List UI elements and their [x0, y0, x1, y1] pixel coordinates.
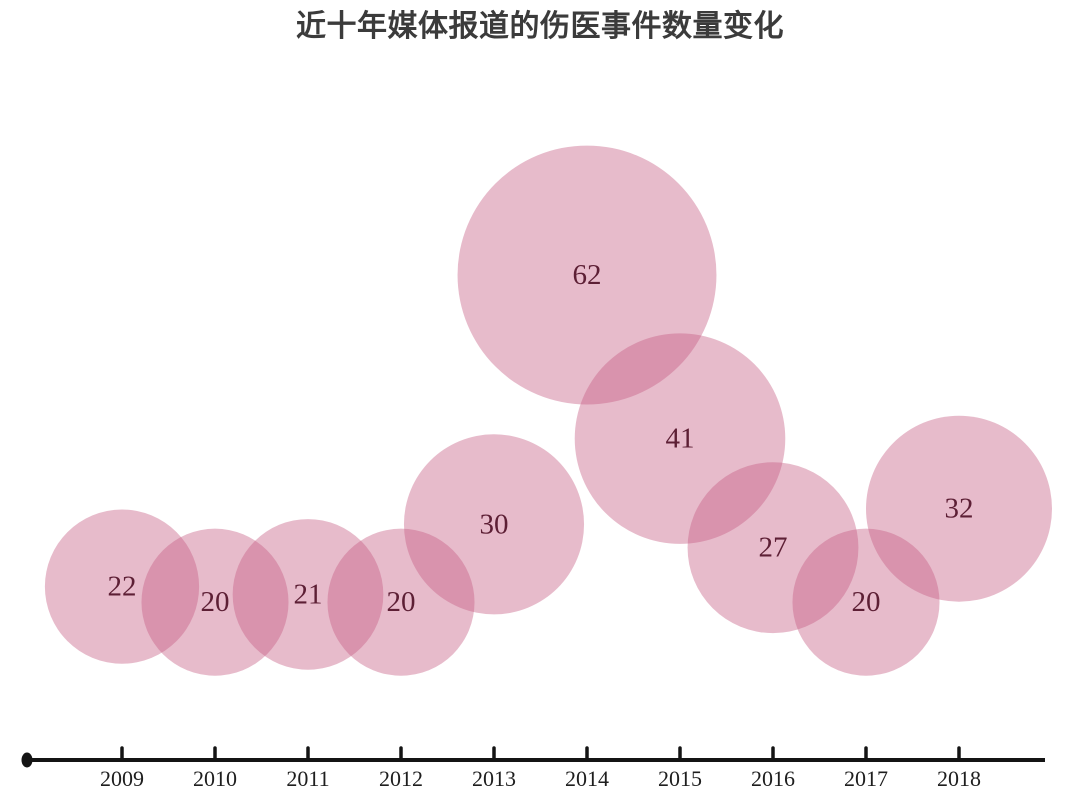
- x-axis-year-label-2013: 2013: [472, 766, 516, 791]
- bubble-value-label-2012: 20: [387, 586, 416, 618]
- x-axis-year-label-2018: 2018: [937, 766, 981, 791]
- x-axis-year-label-2016: 2016: [751, 766, 795, 791]
- bubble-2010: [141, 528, 289, 676]
- bubble-2009: [44, 509, 200, 664]
- x-axis-year-label-2017: 2017: [844, 766, 888, 791]
- x-axis-year-label-2012: 2012: [379, 766, 423, 791]
- x-axis-year-label-2010: 2010: [193, 766, 237, 791]
- x-axis: 2009 2010 2011 2012 2013 2014 2015 2016 2017 2018: [21, 746, 1045, 791]
- bubble-2018: [866, 415, 1052, 602]
- bubble-2014: [457, 145, 717, 405]
- bubble-2016: [687, 462, 859, 634]
- bubble-value-labels: 22 20 21 20 30 62 41 27 20 32: [108, 259, 974, 618]
- bubble-value-label-2013: 30: [480, 508, 509, 540]
- bubble-value-label-2018: 32: [945, 493, 974, 525]
- bubble-group: [44, 145, 1052, 676]
- x-axis-year-label-2011: 2011: [286, 766, 329, 791]
- chart-title: 近十年媒体报道的伤医事件数量变化: [296, 10, 784, 43]
- bubble-value-label-2017: 20: [852, 586, 881, 618]
- bubble-value-label-2015: 41: [666, 423, 695, 455]
- bubble-2012: [327, 528, 475, 676]
- x-axis-origin-dot: [21, 752, 33, 768]
- bubble-2013: [403, 434, 585, 615]
- bubble-value-label-2009: 22: [108, 571, 137, 603]
- bubble-2017: [792, 528, 940, 676]
- bubble-value-label-2011: 21: [294, 578, 323, 610]
- x-axis-year-label-2015: 2015: [658, 766, 702, 791]
- bubble-2015: [574, 333, 786, 544]
- x-axis-year-label-2009: 2009: [100, 766, 144, 791]
- bubble-value-label-2016: 27: [759, 532, 788, 564]
- bubble-2011: [232, 519, 384, 670]
- bubble-value-label-2014: 62: [573, 259, 602, 291]
- bubble-value-label-2010: 20: [201, 586, 230, 618]
- x-axis-year-label-2014: 2014: [565, 766, 609, 791]
